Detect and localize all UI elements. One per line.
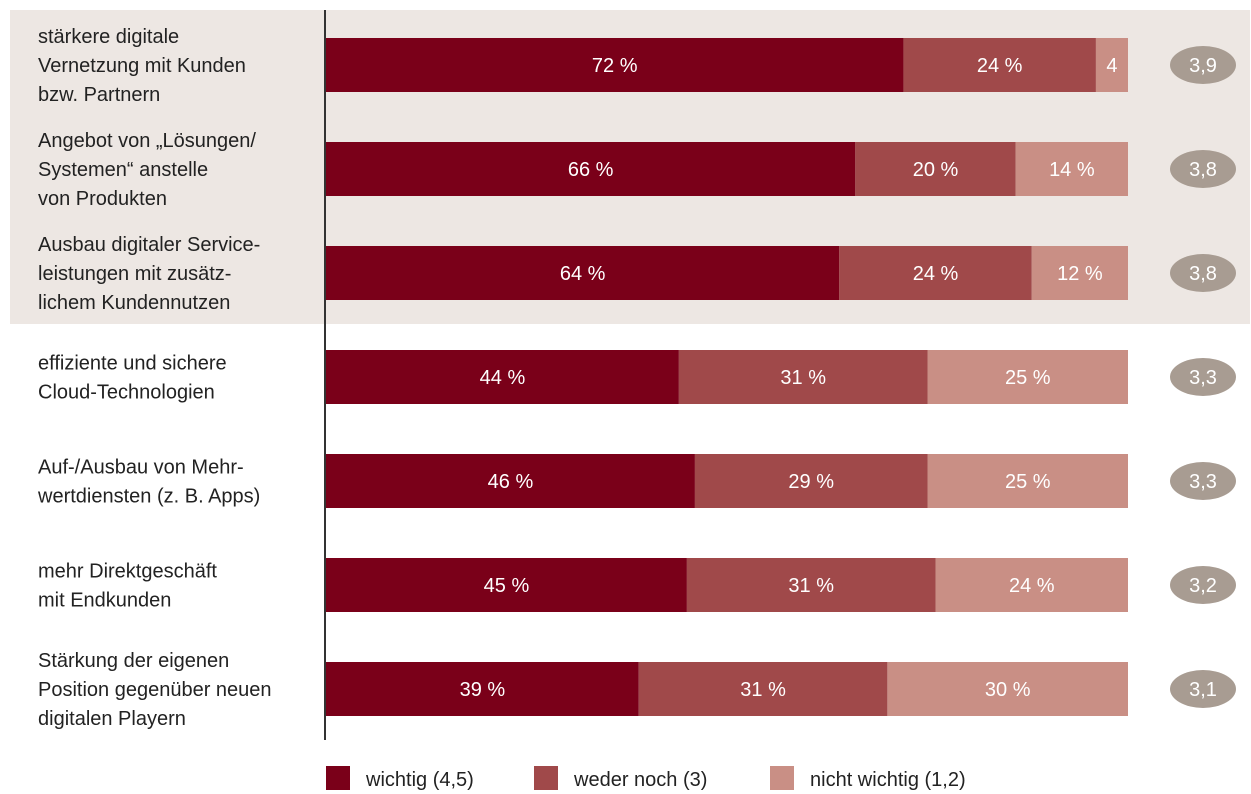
average-badge	[1170, 566, 1236, 604]
segment-label: 25 %	[1005, 471, 1051, 493]
segment-label: 29 %	[788, 471, 834, 493]
segment-label: 31 %	[780, 367, 826, 389]
segment-label: 24 %	[913, 263, 959, 285]
bar-segment	[1031, 246, 1128, 300]
average-badge	[1170, 150, 1236, 188]
segment-label: 20 %	[913, 159, 959, 181]
segment-label: 39 %	[460, 679, 506, 701]
segment-label: 44 %	[480, 367, 526, 389]
segment-label: 24 %	[1009, 575, 1055, 597]
bar-segment	[326, 454, 695, 508]
bar-segment	[326, 142, 856, 196]
category-label: Angebot von „Lösungen/Systemen“ anstelle…	[38, 130, 256, 210]
average-label: 3,2	[1189, 575, 1217, 597]
bar-segment	[935, 558, 1128, 612]
bar-segment	[678, 350, 928, 404]
bar-segment	[855, 142, 1016, 196]
legend-label: nicht wichtig (1,2)	[810, 769, 966, 791]
segment-label: 24 %	[977, 55, 1023, 77]
average-badge	[1170, 670, 1236, 708]
bar-segment	[694, 454, 928, 508]
segment-label: 25 %	[1005, 367, 1051, 389]
category-label: effiziente und sichere Cloud-Technologien	[38, 353, 227, 404]
category-label: Ausbau digitaler Service-leistungen mit …	[38, 234, 260, 314]
segment-label: 14 %	[1049, 159, 1095, 181]
bar-segment	[326, 38, 904, 92]
segment-label: 30 %	[985, 679, 1031, 701]
bar-segment	[887, 662, 1128, 716]
bar-segment	[927, 454, 1128, 508]
legend-swatch	[534, 766, 558, 790]
legend-swatch	[770, 766, 794, 790]
segment-labels: 72 % 24 % 4 66 % 20 % 14 % 64 % 24 % 12 % 44 % 31 …	[460, 55, 1118, 701]
segment-label: 46 %	[488, 471, 534, 493]
bar-segment	[326, 662, 639, 716]
segment-label: 45 %	[484, 575, 530, 597]
category-label: Auf-/Ausbau von Mehr-wertdiensten (z. B.…	[37, 457, 260, 508]
average-badge	[1170, 358, 1236, 396]
bar-segment	[326, 558, 687, 612]
bar-segment	[326, 246, 840, 300]
legend-label: wichtig (4,5)	[365, 769, 474, 791]
category-label: mehr Direktgeschäft mit Endkunden	[38, 561, 217, 612]
average-badges: 3,9 3,8 3,8 3,3 3,3 3,2 3,1	[1170, 46, 1236, 708]
average-label: 3,8	[1189, 263, 1217, 285]
bar-segment	[1015, 142, 1128, 196]
bar-segment	[686, 558, 936, 612]
category-labels: stärkere digitale Vernetzung mit Kunden bz…	[37, 26, 272, 730]
bar-segments	[326, 38, 1128, 716]
category-label: Stärkung der eigenen Position gegenüber n…	[38, 650, 272, 730]
average-label: 3,3	[1189, 471, 1217, 493]
segment-label: 31 %	[788, 575, 834, 597]
segment-label: 66 %	[568, 159, 614, 181]
segment-label: 64 %	[560, 263, 606, 285]
average-badge	[1170, 254, 1236, 292]
average-badge	[1170, 46, 1236, 84]
segment-label: 4	[1106, 55, 1117, 77]
legend-label: weder noch (3)	[573, 769, 707, 791]
segment-label: 12 %	[1057, 263, 1103, 285]
bar-segment	[638, 662, 888, 716]
average-label: 3,1	[1189, 679, 1217, 701]
segment-label: 31 %	[740, 679, 786, 701]
bar-segment	[927, 350, 1128, 404]
legend: wichtig (4,5) weder noch (3) nicht wichtig…	[326, 766, 966, 791]
segment-label: 72 %	[592, 55, 638, 77]
average-label: 3,8	[1189, 159, 1217, 181]
average-label: 3,3	[1189, 367, 1217, 389]
average-label: 3,9	[1189, 55, 1217, 77]
bar-segment	[903, 38, 1096, 92]
average-badge	[1170, 462, 1236, 500]
bar-segment	[326, 350, 679, 404]
legend-swatch	[326, 766, 350, 790]
bar-segment	[1095, 38, 1128, 92]
category-label: stärkere digitale Vernetzung mit Kunden bz…	[38, 26, 246, 106]
bar-segment	[839, 246, 1032, 300]
